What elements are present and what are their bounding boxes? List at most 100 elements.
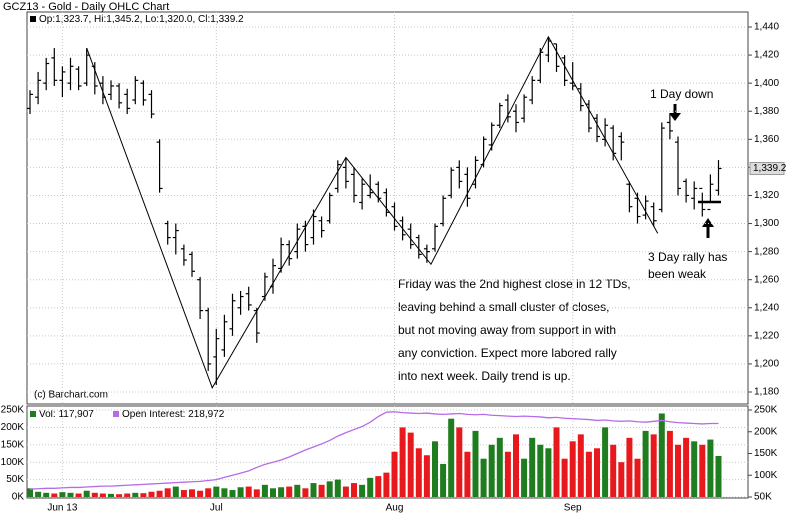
volume-bar	[707, 439, 714, 497]
volume-bar	[229, 490, 236, 497]
volume-bar	[334, 479, 341, 497]
volume-bar	[602, 427, 609, 497]
oi-legend-swatch	[113, 411, 119, 417]
x-tick-label: Aug	[386, 503, 404, 514]
commentary: leaving behind a small cluster of closes…	[398, 300, 609, 314]
volume-bar	[553, 427, 560, 497]
y-tick-label: 1,320	[754, 190, 779, 201]
volume-bar	[83, 490, 90, 497]
volume-bar	[294, 484, 301, 497]
volume-bar	[261, 484, 268, 497]
volume-bar	[432, 441, 438, 497]
open-interest-line	[29, 411, 719, 490]
volume-bar	[213, 486, 220, 497]
oi-tick-label: 150K	[754, 448, 778, 459]
volume-bar	[683, 437, 690, 497]
oi-tick-label: 50K	[754, 492, 772, 503]
volume-bar	[545, 448, 552, 497]
volume-bar	[448, 418, 455, 497]
volume-bar	[569, 441, 576, 497]
volume-bar	[43, 492, 50, 497]
volume-bar	[496, 437, 503, 497]
volume-bar	[156, 490, 163, 497]
volume-tick-label: 250K	[1, 405, 25, 416]
volume-bar	[302, 488, 309, 497]
y-tick-label: 1,260	[754, 274, 779, 285]
volume-bar	[691, 441, 698, 497]
volume-bar	[245, 486, 252, 497]
x-tick-label: Jul	[210, 503, 223, 514]
volume-bar	[132, 492, 139, 497]
volume-bar	[415, 448, 422, 497]
y-tick-label: 1,440	[754, 22, 779, 33]
volume-bar	[67, 492, 74, 497]
last-price-box	[749, 162, 785, 176]
volume-bar	[440, 463, 447, 497]
volume-bar	[164, 488, 171, 497]
y-tick-label: 1,200	[754, 359, 779, 370]
volume-tick-label: 50K	[6, 474, 24, 485]
volume-bar	[310, 483, 317, 497]
volume-bar	[383, 472, 390, 497]
volume-bar	[278, 487, 285, 497]
volume-bar	[634, 458, 641, 497]
volume-bar	[318, 484, 325, 497]
legend-text: Op:1,323.7, Hi:1,345.2, Lo:1,320.0, Cl:1…	[39, 14, 244, 25]
volume-bar	[513, 434, 519, 497]
volume-bar	[108, 493, 114, 497]
volume-bar	[391, 451, 398, 497]
volume-bar	[650, 434, 657, 497]
arrow-head	[702, 218, 714, 227]
volume-bar	[480, 458, 487, 497]
volume-bar	[642, 430, 649, 497]
volume-bar	[407, 432, 414, 497]
volume-bar	[521, 458, 528, 497]
volume-bar	[699, 444, 706, 497]
volume-bar	[464, 451, 471, 497]
volume-bar	[456, 427, 463, 497]
volume-bar	[221, 488, 228, 497]
volume-bar	[351, 483, 357, 497]
oi-legend: Open Interest: 218,972	[122, 409, 225, 420]
volume-bar	[399, 427, 406, 497]
volume-bar	[537, 444, 544, 497]
copyright: (c) Barchart.com	[34, 390, 108, 401]
price-panel	[26, 11, 749, 405]
arrow-head	[669, 113, 681, 121]
volume-bar	[253, 489, 260, 497]
volume-tick-label: 100K	[1, 457, 25, 468]
annotation: 3 Day rally has	[648, 250, 727, 264]
volume-bar	[472, 430, 479, 497]
volume-bar	[237, 487, 244, 497]
volume-bar	[75, 493, 82, 497]
y-tick-label: 1,240	[754, 302, 779, 313]
volume-tick-label: 150K	[1, 439, 25, 450]
oi-tick-label: 200K	[754, 426, 778, 437]
volume-bar	[180, 490, 187, 497]
commentary: any conviction. Expect more labored rall…	[398, 346, 617, 360]
x-tick-label: Jun 13	[47, 503, 77, 514]
volume-bar	[529, 437, 536, 497]
volume-bar	[189, 489, 195, 497]
volume-bar	[116, 494, 123, 497]
commentary: into next week. Daily trend is up.	[398, 369, 571, 383]
volume-tick-label: 0K	[12, 492, 25, 503]
annotation: been weak	[648, 267, 707, 281]
volume-bar	[99, 493, 106, 497]
commentary: but not moving away from support in with	[398, 323, 616, 337]
volume-bar	[666, 430, 673, 497]
volume-legend-swatch	[30, 411, 36, 417]
volume-bar	[610, 444, 617, 497]
volume-bar	[35, 491, 42, 497]
y-tick-label: 1,380	[754, 106, 779, 117]
volume-bar	[658, 413, 665, 497]
volume-bar	[594, 448, 600, 497]
volume-legend: Vol: 117,907	[39, 409, 94, 420]
volume-bar	[504, 451, 511, 497]
volume-bar	[423, 455, 430, 497]
volume-bar	[27, 488, 33, 497]
y-tick-label: 1,400	[754, 78, 779, 89]
annotation: 1 Day down	[650, 87, 713, 101]
volume-bar	[59, 492, 66, 497]
